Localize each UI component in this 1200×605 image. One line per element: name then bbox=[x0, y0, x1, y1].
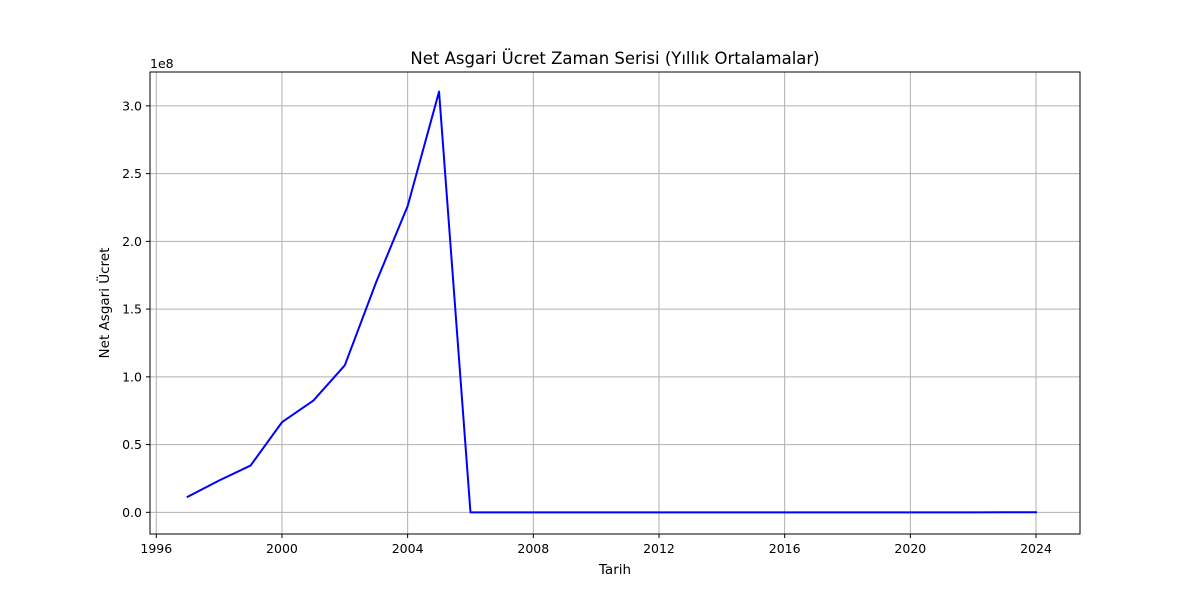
y-tick-label: 3.0 bbox=[122, 98, 142, 113]
x-tick-label: 2016 bbox=[769, 541, 801, 556]
y-tick-label: 2.0 bbox=[122, 234, 142, 249]
y-axis-ticks: 0.0 0.5 1.0 1.5 2.0 2.5 3.0 bbox=[122, 98, 150, 520]
x-tick-label: 2008 bbox=[517, 541, 549, 556]
y-tick-label: 0.5 bbox=[122, 437, 142, 452]
plot-frame bbox=[149, 71, 1081, 535]
plot-area-background bbox=[150, 72, 1080, 534]
y-tick-label: 0.0 bbox=[122, 505, 142, 520]
y-tick-label: 1.0 bbox=[122, 369, 142, 384]
y-tick-label: 2.5 bbox=[122, 166, 142, 181]
chart-title: Net Asgari Ücret Zaman Serisi (Yıllık Or… bbox=[410, 49, 819, 68]
y-axis-label: Net Asgari Ücret bbox=[95, 248, 113, 359]
x-axis-label: Tarih bbox=[598, 562, 631, 578]
x-tick-label: 2004 bbox=[392, 541, 424, 556]
x-tick-label: 1996 bbox=[140, 541, 172, 556]
series-layer bbox=[186, 90, 1038, 514]
x-tick-label: 2012 bbox=[643, 541, 675, 556]
x-tick-label: 2020 bbox=[894, 541, 926, 556]
x-tick-label: 2024 bbox=[1020, 541, 1052, 556]
x-axis-ticks: 1996 2000 2004 2008 2012 2016 2020 2024 bbox=[140, 534, 1052, 556]
gridlines bbox=[150, 72, 1080, 534]
series-line bbox=[186, 90, 1038, 514]
x-tick-label: 2000 bbox=[266, 541, 298, 556]
y-tick-label: 1.5 bbox=[122, 302, 142, 317]
y-axis-offset-text: 1e8 bbox=[150, 56, 174, 71]
